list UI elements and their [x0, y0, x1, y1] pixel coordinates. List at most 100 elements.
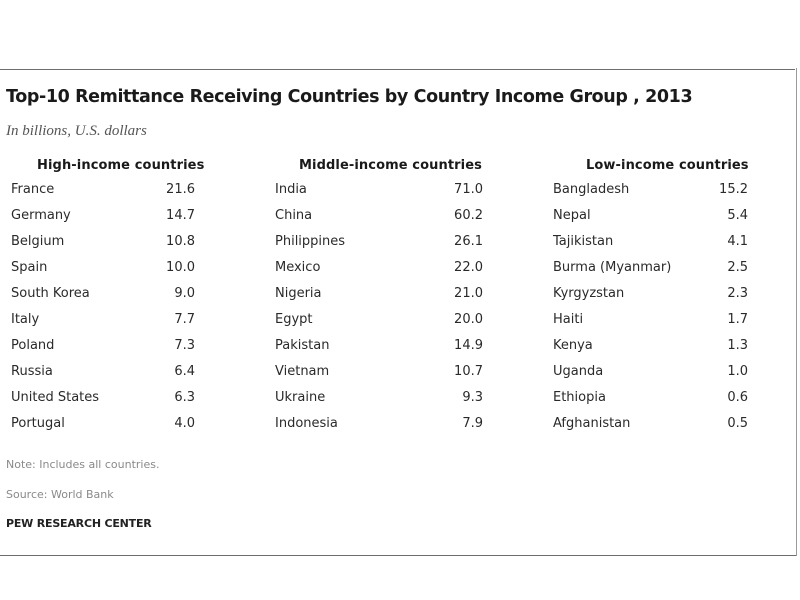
group-high-income: High-income countries France 21.6 Germany 1… [11, 158, 205, 439]
remittance-value: 2.3 [727, 286, 748, 301]
table-row: Burma (Myanmar) 2.5 [553, 257, 748, 283]
table-row: Ethiopia 0.6 [553, 387, 748, 413]
remittance-value: 6.4 [174, 364, 195, 379]
table-row: Uganda 1.0 [553, 361, 748, 387]
remittance-value: 7.3 [174, 338, 195, 353]
remittance-value: 7.9 [462, 416, 483, 431]
remittance-value: 14.9 [454, 338, 483, 353]
table-row: Nepal 5.4 [553, 205, 748, 231]
chart-title: Top-10 Remittance Receiving Countries by… [6, 87, 693, 107]
table-row: Poland 7.3 [11, 335, 195, 361]
remittance-value: 60.2 [454, 208, 483, 223]
table-row: Portugal 4.0 [11, 413, 195, 439]
remittance-value: 9.3 [462, 390, 483, 405]
country-name: Mexico [275, 260, 321, 275]
table-row: Russia 6.4 [11, 361, 195, 387]
table-row: Vietnam 10.7 [275, 361, 483, 387]
chart-subtitle: In billions, U.S. dollars [6, 123, 147, 139]
group-low-income: Low-income countries Bangladesh 15.2 Nepal… [553, 158, 749, 439]
group-rows: Bangladesh 15.2 Nepal 5.4 Tajikistan 4.1 Burma… [553, 179, 748, 439]
country-name: Vietnam [275, 364, 330, 379]
table-row: Spain 10.0 [11, 257, 195, 283]
income-group-tables: High-income countries France 21.6 Germany 1… [0, 158, 800, 448]
country-name: Ethiopia [553, 390, 606, 405]
table-row: China 60.2 [275, 205, 483, 231]
table-row: United States 6.3 [11, 387, 195, 413]
remittance-value: 10.8 [166, 234, 195, 249]
remittance-value: 2.5 [727, 260, 748, 275]
country-name: Pakistan [275, 338, 330, 353]
country-name: Kyrgyzstan [553, 286, 625, 301]
remittance-value: 26.1 [454, 234, 483, 249]
right-edge-rule [796, 68, 797, 556]
remittance-value: 1.7 [727, 312, 748, 327]
table-row: India 71.0 [275, 179, 483, 205]
table-row: South Korea 9.0 [11, 283, 195, 309]
country-name: Poland [11, 338, 55, 353]
table-row: Italy 7.7 [11, 309, 195, 335]
remittance-value: 21.6 [166, 182, 195, 197]
country-name: Spain [11, 260, 48, 275]
table-row: Pakistan 14.9 [275, 335, 483, 361]
country-name: United States [11, 390, 100, 405]
table-row: Ukraine 9.3 [275, 387, 483, 413]
group-rows: France 21.6 Germany 14.7 Belgium 10.8 Spain 10.… [11, 179, 195, 439]
country-name: Portugal [11, 416, 65, 431]
group-rows: India 71.0 China 60.2 Philippines 26.1 Mexico 2… [275, 179, 483, 439]
table-row: Kyrgyzstan 2.3 [553, 283, 748, 309]
top-rule [0, 69, 795, 70]
note-text: Note: Includes all countries. [6, 458, 160, 471]
table-row: Egypt 20.0 [275, 309, 483, 335]
table-row: Haiti 1.7 [553, 309, 748, 335]
remittance-value: 14.7 [166, 208, 195, 223]
table-row: Bangladesh 15.2 [553, 179, 748, 205]
country-name: Kenya [553, 338, 593, 353]
remittance-value: 4.1 [727, 234, 748, 249]
remittance-value: 10.7 [454, 364, 483, 379]
remittance-value: 10.0 [166, 260, 195, 275]
country-name: South Korea [11, 286, 90, 301]
country-name: Philippines [275, 234, 346, 249]
country-name: Bangladesh [553, 182, 630, 197]
country-name: Indonesia [275, 416, 338, 431]
group-heading: High-income countries [37, 158, 205, 173]
table-row: Tajikistan 4.1 [553, 231, 748, 257]
group-middle-income: Middle-income countries India 71.0 China 60… [275, 158, 483, 439]
country-name: Germany [11, 208, 71, 223]
country-name: Nigeria [275, 286, 322, 301]
remittance-value: 20.0 [454, 312, 483, 327]
table-row: Kenya 1.3 [553, 335, 748, 361]
country-name: Tajikistan [553, 234, 614, 249]
country-name: France [11, 182, 55, 197]
group-heading: Low-income countries [586, 158, 749, 173]
country-name: Italy [11, 312, 40, 327]
country-name: Uganda [553, 364, 604, 379]
remittance-value: 1.0 [727, 364, 748, 379]
remittance-value: 4.0 [174, 416, 195, 431]
remittance-value: 7.7 [174, 312, 195, 327]
table-row: Indonesia 7.9 [275, 413, 483, 439]
remittance-value: 22.0 [454, 260, 483, 275]
table-row: Germany 14.7 [11, 205, 195, 231]
remittance-value: 15.2 [719, 182, 748, 197]
remittance-value: 0.6 [727, 390, 748, 405]
country-name: Haiti [553, 312, 584, 327]
country-name: Ukraine [275, 390, 326, 405]
table-row: Afghanistan 0.5 [553, 413, 748, 439]
table-row: Mexico 22.0 [275, 257, 483, 283]
remittance-value: 71.0 [454, 182, 483, 197]
country-name: Nepal [553, 208, 591, 223]
country-name: Burma (Myanmar) [553, 260, 672, 275]
remittance-value: 6.3 [174, 390, 195, 405]
remittance-value: 0.5 [727, 416, 748, 431]
table-row: Belgium 10.8 [11, 231, 195, 257]
country-name: Egypt [275, 312, 313, 327]
bottom-rule [0, 555, 796, 556]
brand-logo-text: PEW RESEARCH CENTER [6, 517, 152, 530]
remittance-value: 1.3 [727, 338, 748, 353]
country-name: China [275, 208, 313, 223]
table-row: France 21.6 [11, 179, 195, 205]
table-row: Philippines 26.1 [275, 231, 483, 257]
table-row: Nigeria 21.0 [275, 283, 483, 309]
country-name: Afghanistan [553, 416, 631, 431]
